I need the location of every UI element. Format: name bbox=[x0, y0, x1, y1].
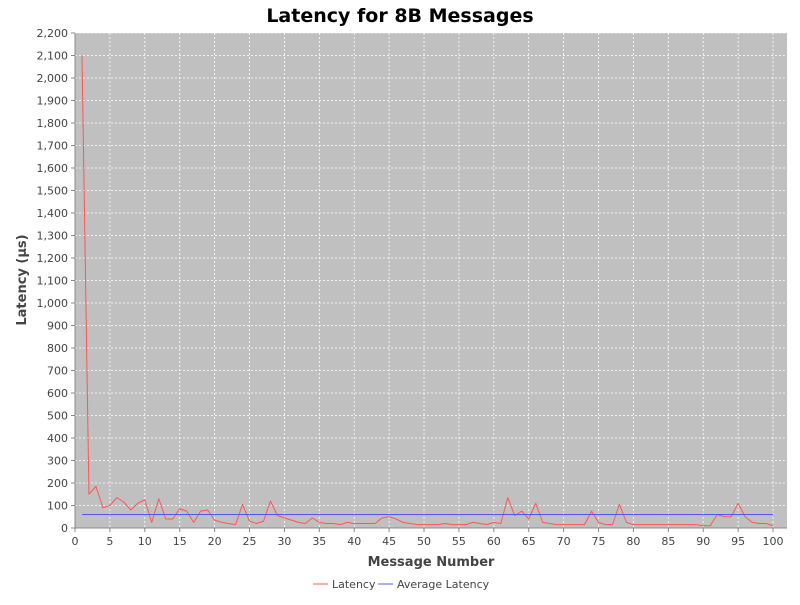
y-tick-label: 2,200 bbox=[37, 27, 69, 40]
x-tick-label: 80 bbox=[626, 535, 640, 548]
y-tick-label: 100 bbox=[47, 500, 68, 513]
legend: Latency Average Latency bbox=[313, 578, 490, 591]
legend-label: Latency bbox=[332, 578, 376, 591]
y-tick-label: 1,900 bbox=[37, 95, 69, 108]
y-tick-label: 1,500 bbox=[37, 185, 69, 198]
x-tick-label: 55 bbox=[452, 535, 466, 548]
x-tick-label: 30 bbox=[277, 535, 291, 548]
y-tick-label: 600 bbox=[47, 387, 68, 400]
x-tick-label: 15 bbox=[173, 535, 187, 548]
y-tick-label: 400 bbox=[47, 432, 68, 445]
legend-label: Average Latency bbox=[397, 578, 490, 591]
y-tick-label: 1,000 bbox=[37, 297, 69, 310]
x-tick-label: 35 bbox=[312, 535, 326, 548]
y-tick-label: 800 bbox=[47, 342, 68, 355]
y-tick-label: 700 bbox=[47, 365, 68, 378]
x-axis-ticks: 0 5 10 15 20 25 30 35 40 45 50 55 60 65 70 75 80 85 90 95 10… bbox=[72, 528, 784, 548]
y-tick-label: 1,100 bbox=[37, 275, 69, 288]
y-tick-label: 1,600 bbox=[37, 162, 69, 175]
x-tick-label: 45 bbox=[382, 535, 396, 548]
x-tick-label: 0 bbox=[72, 535, 79, 548]
y-tick-label: 1,300 bbox=[37, 230, 69, 243]
x-tick-label: 60 bbox=[487, 535, 501, 548]
x-axis-label: Message Number bbox=[368, 555, 495, 570]
y-tick-label: 300 bbox=[47, 455, 68, 468]
y-tick-label: 1,700 bbox=[37, 140, 69, 153]
y-tick-label: 1,800 bbox=[37, 117, 69, 130]
series-layer bbox=[81, 55, 774, 527]
x-tick-label: 75 bbox=[592, 535, 606, 548]
x-tick-label: 10 bbox=[138, 535, 152, 548]
x-tick-label: 85 bbox=[661, 535, 675, 548]
x-tick-label: 65 bbox=[522, 535, 536, 548]
y-tick-label: 2,000 bbox=[37, 72, 69, 85]
x-tick-label: 40 bbox=[347, 535, 361, 548]
series-line-latency bbox=[81, 55, 774, 527]
x-tick-label: 95 bbox=[731, 535, 745, 548]
x-tick-label: 100 bbox=[763, 535, 784, 548]
x-tick-label: 50 bbox=[417, 535, 431, 548]
x-tick-label: 25 bbox=[243, 535, 257, 548]
y-tick-label: 1,400 bbox=[37, 207, 69, 220]
y-axis-ticks: 0 100 200 300 400 500 600 700 800 900 1,000 1,100 1,… bbox=[37, 27, 75, 535]
y-tick-label: 200 bbox=[47, 477, 68, 490]
y-axis-label: Latency (µs) bbox=[15, 234, 30, 325]
y-tick-label: 0 bbox=[61, 522, 68, 535]
x-tick-label: 5 bbox=[106, 535, 113, 548]
y-tick-label: 1,200 bbox=[37, 252, 69, 265]
x-tick-label: 90 bbox=[696, 535, 710, 548]
y-tick-label: 500 bbox=[47, 410, 68, 423]
grid-lines bbox=[75, 32, 787, 528]
chart-title: Latency for 8B Messages bbox=[266, 5, 533, 27]
x-tick-label: 70 bbox=[557, 535, 571, 548]
x-tick-label: 20 bbox=[208, 535, 222, 548]
y-tick-label: 2,100 bbox=[37, 50, 69, 63]
y-tick-label: 900 bbox=[47, 320, 68, 333]
